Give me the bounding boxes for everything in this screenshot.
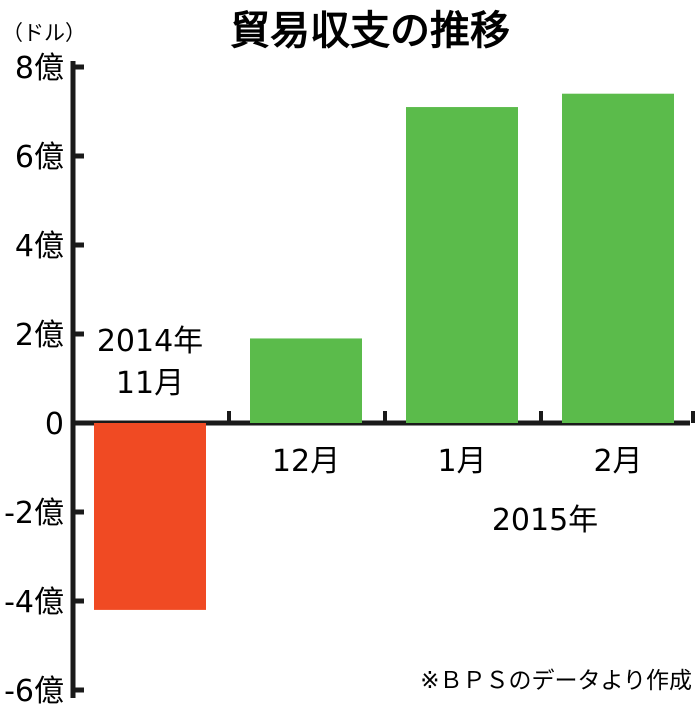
bar — [562, 93, 674, 423]
labels: 8億 6億 4億 2億 0 -2億 -4億 -6億 2014年 11月 12月 1月 2月 — [4, 51, 642, 709]
bar — [94, 423, 206, 610]
year-group-label: 2015年 — [492, 503, 598, 538]
bar — [250, 338, 362, 423]
category-label: 2月 — [593, 444, 642, 479]
source-note: ※ＢＰＳのデータより作成 — [420, 668, 692, 694]
y-tick-label: 0 — [45, 407, 64, 442]
bars — [94, 93, 674, 610]
y-tick-label: -4億 — [4, 585, 64, 620]
y-tick-label: 6億 — [15, 140, 64, 175]
category-label: 11月 — [116, 366, 184, 401]
category-label: 12月 — [272, 444, 340, 479]
bar — [406, 107, 518, 424]
y-tick-label: -2億 — [4, 496, 64, 531]
y-axis-unit-label: （ドル） — [2, 21, 86, 45]
y-tick-label: 8億 — [15, 51, 64, 86]
category-label: 2014年 — [97, 324, 203, 359]
y-tick-label: 2億 — [15, 318, 64, 353]
y-tick-label: -6億 — [4, 674, 64, 709]
category-label: 1月 — [437, 444, 486, 479]
chart-title: 貿易収支の推移 — [230, 8, 510, 54]
y-tick-label: 4億 — [15, 229, 64, 264]
